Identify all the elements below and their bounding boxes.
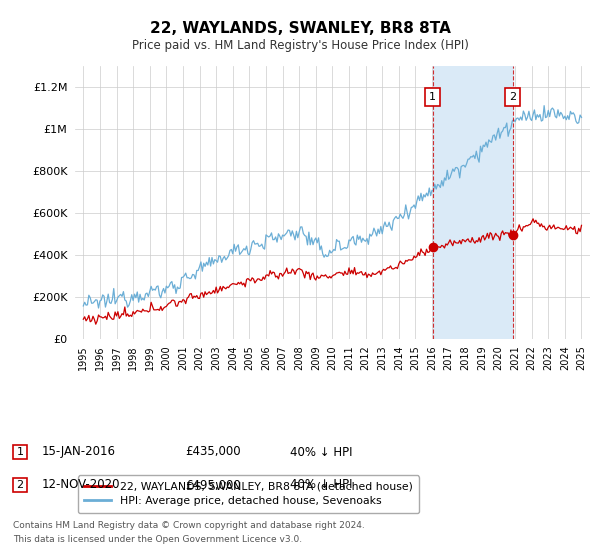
Text: £435,000: £435,000: [185, 446, 241, 459]
Text: 22, WAYLANDS, SWANLEY, BR8 8TA: 22, WAYLANDS, SWANLEY, BR8 8TA: [149, 21, 451, 36]
Text: 15-JAN-2016: 15-JAN-2016: [42, 446, 116, 459]
Text: 12-NOV-2020: 12-NOV-2020: [42, 478, 121, 492]
Text: £495,000: £495,000: [185, 478, 241, 492]
Bar: [433, 66, 513, 339]
Text: 2: 2: [509, 92, 517, 102]
Text: Contains HM Land Registry data © Crown copyright and database right 2024.: Contains HM Land Registry data © Crown c…: [13, 520, 365, 530]
Text: 40% ↓ HPI: 40% ↓ HPI: [290, 446, 353, 459]
Text: 2: 2: [16, 480, 23, 490]
Text: 1: 1: [17, 447, 23, 457]
Legend: 22, WAYLANDS, SWANLEY, BR8 8TA (detached house), HPI: Average price, detached ho: 22, WAYLANDS, SWANLEY, BR8 8TA (detached…: [78, 475, 419, 513]
Text: Price paid vs. HM Land Registry's House Price Index (HPI): Price paid vs. HM Land Registry's House …: [131, 39, 469, 52]
FancyBboxPatch shape: [13, 478, 27, 492]
FancyBboxPatch shape: [13, 445, 27, 459]
Text: 1: 1: [429, 92, 436, 102]
Text: 40% ↓ HPI: 40% ↓ HPI: [290, 478, 353, 492]
Text: This data is licensed under the Open Government Licence v3.0.: This data is licensed under the Open Gov…: [13, 535, 302, 544]
